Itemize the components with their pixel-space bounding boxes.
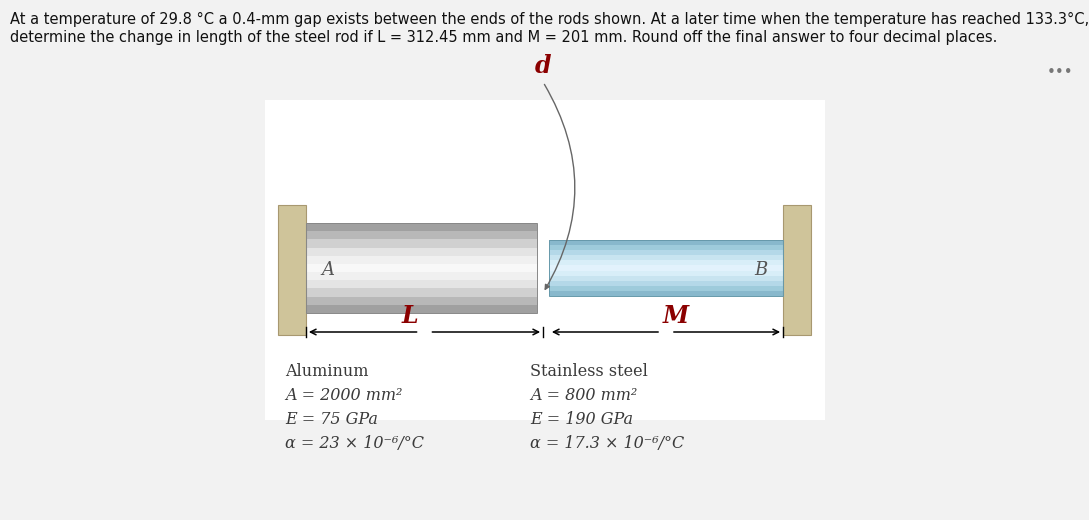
Text: A = 800 mm²: A = 800 mm² xyxy=(530,387,637,404)
Bar xyxy=(549,261,783,265)
Bar xyxy=(278,205,306,335)
Text: α = 17.3 × 10⁻⁶/°C: α = 17.3 × 10⁻⁶/°C xyxy=(530,435,684,452)
Text: Stainless steel: Stainless steel xyxy=(530,363,648,380)
Bar xyxy=(306,223,537,313)
Bar xyxy=(549,270,783,276)
Bar xyxy=(549,291,783,296)
Bar xyxy=(306,305,537,313)
Bar xyxy=(783,205,811,335)
Bar xyxy=(306,239,537,248)
Text: A = 2000 mm²: A = 2000 mm² xyxy=(285,387,402,404)
Text: L: L xyxy=(401,304,418,328)
Bar xyxy=(306,264,537,272)
Bar xyxy=(306,289,537,296)
Text: α = 23 × 10⁻⁶/°C: α = 23 × 10⁻⁶/°C xyxy=(285,435,424,452)
Text: M: M xyxy=(663,304,689,328)
Bar xyxy=(549,286,783,291)
Text: E = 75 GPa: E = 75 GPa xyxy=(285,411,378,428)
Bar xyxy=(306,272,537,280)
Bar xyxy=(549,281,783,286)
Bar xyxy=(306,223,537,231)
Text: •••: ••• xyxy=(1047,65,1074,80)
Bar xyxy=(306,296,537,305)
Text: A: A xyxy=(321,261,334,279)
Bar xyxy=(549,240,783,245)
Text: Aluminum: Aluminum xyxy=(285,363,368,380)
Bar xyxy=(306,280,537,289)
Bar xyxy=(549,245,783,250)
Bar xyxy=(306,231,537,239)
Bar xyxy=(306,256,537,264)
Text: B: B xyxy=(755,261,768,279)
Bar xyxy=(265,100,825,420)
Bar xyxy=(549,240,783,296)
Bar xyxy=(549,250,783,255)
Text: d: d xyxy=(535,54,551,78)
Text: E = 190 GPa: E = 190 GPa xyxy=(530,411,633,428)
Bar xyxy=(549,276,783,281)
Bar xyxy=(549,265,783,270)
Text: At a temperature of 29.8 °C a 0.4-mm gap exists between the ends of the rods sho: At a temperature of 29.8 °C a 0.4-mm gap… xyxy=(10,12,1089,27)
Text: determine the change in length of the steel rod if L = 312.45 mm and M = 201 mm.: determine the change in length of the st… xyxy=(10,30,998,45)
Bar xyxy=(306,248,537,256)
Bar xyxy=(549,255,783,261)
